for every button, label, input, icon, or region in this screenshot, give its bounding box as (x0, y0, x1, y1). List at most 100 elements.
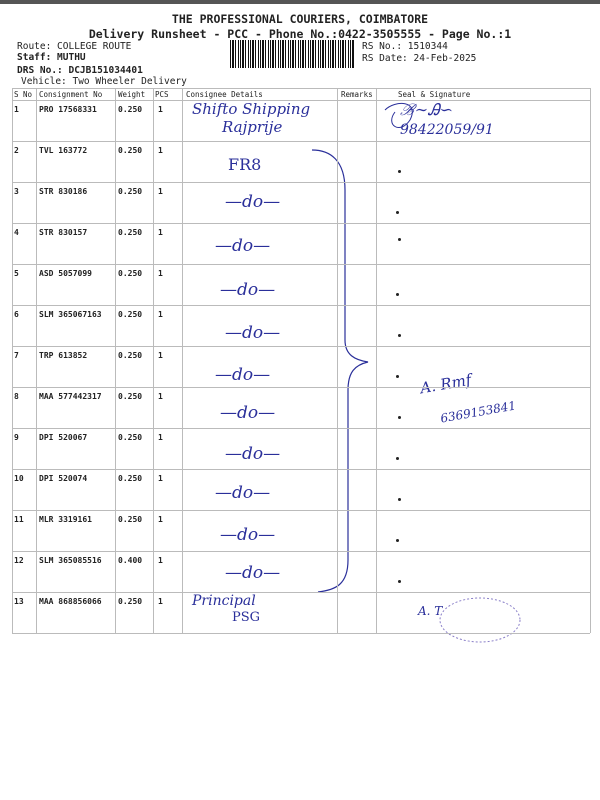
column-divider (115, 88, 116, 633)
consignee-psg: PSG (232, 610, 261, 625)
ditto-mark: —do— (225, 563, 281, 583)
cell-pcs: 1 (158, 269, 163, 278)
cell-sno: 10 (14, 474, 24, 483)
cell-consignment: PRO 17568331 (39, 105, 97, 114)
cell-consignment: STR 830157 (39, 228, 88, 237)
row-divider (12, 346, 590, 347)
barcode (230, 40, 354, 68)
cell-pcs: 1 (158, 597, 163, 606)
col-header-remarks: Remarks (341, 90, 373, 99)
ditto-mark: —do— (215, 236, 271, 256)
ditto-mark: —do— (220, 525, 276, 545)
vehicle: Vehicle: Two Wheeler Delivery (21, 76, 187, 87)
row-divider (12, 100, 590, 101)
row-divider (12, 428, 590, 429)
col-header-consignee: Consignee Details (186, 90, 263, 99)
row-divider (12, 469, 590, 470)
row-divider (12, 264, 590, 265)
row-divider (12, 510, 590, 511)
remark-dot (396, 375, 399, 378)
cell-consignment: DPI 520074 (39, 474, 88, 483)
consignee-name: Shifto Shipping (192, 100, 311, 118)
signature-phone-1: 98422059/91 (400, 122, 494, 138)
cell-pcs: 1 (158, 105, 163, 114)
cell-consignment: TRP 613852 (39, 351, 88, 360)
cell-weight: 0.250 (118, 597, 143, 606)
column-divider (182, 88, 183, 633)
cell-weight: 0.250 (118, 392, 143, 401)
cell-sno: 3 (14, 187, 19, 196)
cell-weight: 0.250 (118, 228, 143, 237)
remark-dot (396, 539, 399, 542)
row-divider (12, 182, 590, 183)
cell-consignment: SLM 365085516 (39, 556, 102, 565)
row-divider (12, 551, 590, 552)
cell-weight: 0.250 (118, 105, 143, 114)
ditto-mark: —do— (220, 280, 276, 300)
column-divider (153, 88, 154, 633)
ditto-mark: —do— (215, 365, 271, 385)
remark-dot (398, 498, 401, 501)
cell-weight: 0.250 (118, 515, 143, 524)
cell-weight: 0.250 (118, 351, 143, 360)
cell-sno: 9 (14, 433, 19, 442)
cell-sno: 8 (14, 392, 19, 401)
signature-13: A. T (418, 604, 443, 618)
row-divider (12, 223, 590, 224)
rs-date: RS Date: 24-Feb-2025 (362, 53, 477, 64)
row-divider (12, 592, 590, 593)
cell-sno: 1 (14, 105, 19, 114)
runsheet-subtitle: Delivery Runsheet - PCC - Phone No.:0422… (88, 27, 512, 41)
col-header-pcs: PCS (155, 90, 169, 99)
cell-consignment: MAA 577442317 (39, 392, 102, 401)
remark-dot (398, 238, 401, 241)
cell-sno: 4 (14, 228, 19, 237)
drs-number: DRS No.: DCJB151034401 (17, 65, 143, 76)
ditto-mark: —do— (215, 483, 271, 503)
remark-dot (396, 293, 399, 296)
cell-pcs: 1 (158, 392, 163, 401)
column-divider (590, 88, 591, 633)
scan-edge (0, 0, 600, 4)
cell-pcs: 1 (158, 351, 163, 360)
cell-pcs: 1 (158, 433, 163, 442)
ditto-mark: —do— (225, 444, 281, 464)
cell-pcs: 1 (158, 228, 163, 237)
route: Route: COLLEGE ROUTE (17, 41, 132, 52)
cell-weight: 0.250 (118, 187, 143, 196)
column-divider (12, 88, 13, 633)
column-divider (337, 88, 338, 633)
remark-dot (398, 416, 401, 419)
ditto-mark: —do— (225, 323, 281, 343)
staff: Staff: MUTHU (17, 52, 86, 63)
col-header-seal-signature: Seal & Signature (398, 90, 471, 99)
signature-1: ℬ∼Ꭿ∽ (400, 100, 454, 119)
rs-number: RS No.: 1510344 (362, 41, 448, 52)
cell-weight: 0.250 (118, 310, 143, 319)
remark-dot (396, 211, 399, 214)
ditto-mark: —do— (220, 403, 276, 423)
cell-weight: 0.250 (118, 433, 143, 442)
row-divider (12, 387, 590, 388)
remark-dot (398, 170, 401, 173)
consignee-principal: Principal (192, 593, 256, 609)
cell-pcs: 1 (158, 474, 163, 483)
cell-weight: 0.400 (118, 556, 143, 565)
ditto-mark: —do— (225, 192, 281, 212)
cell-consignment: TVL 163772 (39, 146, 88, 155)
cell-sno: 2 (14, 146, 19, 155)
cell-consignment: STR 830186 (39, 187, 88, 196)
col-header-weight: Weight (118, 90, 146, 99)
cell-pcs: 1 (158, 187, 163, 196)
row-divider (12, 633, 590, 634)
column-divider (36, 88, 37, 633)
consignee-fr8: FR8 (228, 155, 262, 174)
cell-pcs: 1 (158, 310, 163, 319)
col-header-sno: S No (14, 90, 33, 99)
cell-weight: 0.250 (118, 474, 143, 483)
cell-sno: 5 (14, 269, 19, 278)
cell-weight: 0.250 (118, 269, 143, 278)
remark-dot (398, 334, 401, 337)
consignee-name-2: Rajprije (222, 118, 283, 136)
